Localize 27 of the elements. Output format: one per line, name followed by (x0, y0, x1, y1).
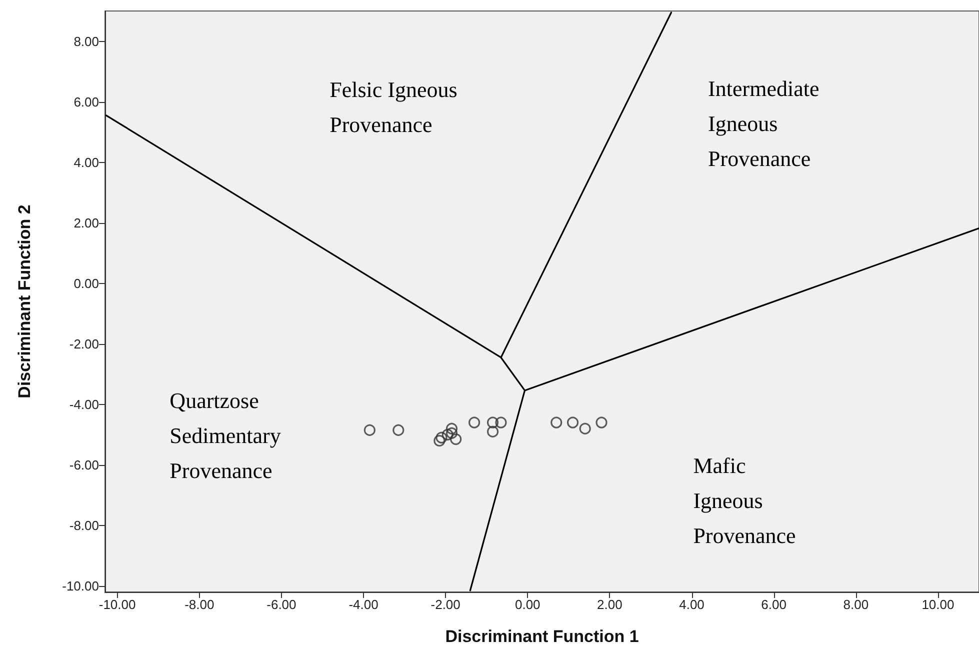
y-tick-label: 6.00 (74, 94, 99, 110)
annotation: Mafic Igneous Provenance (693, 452, 796, 548)
x-tick-label: -4.00 (348, 597, 378, 612)
x-tick-label: -6.00 (266, 597, 296, 612)
x-tick-label: -2.00 (430, 597, 460, 612)
x-tick-label: -8.00 (184, 597, 214, 612)
x-axis-title: Discriminant Function 1 (445, 627, 639, 646)
x-tick-label: 4.00 (679, 597, 704, 612)
annotation: Intermediate Igneous Provenance (708, 76, 825, 171)
x-tick-label: 8.00 (843, 597, 869, 612)
y-tick-label: -4.00 (69, 396, 99, 412)
y-tick-label: 2.00 (74, 215, 99, 230)
y-tick-label: -2.00 (69, 336, 99, 352)
annotation: Felsic Igneous Provenance (330, 77, 463, 138)
y-tick-label: 4.00 (74, 154, 99, 170)
y-tick-label: -10.00 (62, 578, 99, 594)
y-tick-label: -8.00 (69, 518, 99, 533)
y-tick-label: 8.00 (74, 34, 99, 49)
annotation: Quartzose Sedimentary Provenance (170, 388, 286, 483)
y-tick-label: 0.00 (74, 276, 99, 291)
x-tick-label: 6.00 (761, 597, 786, 612)
y-axis-title: Discriminant Function 2 (15, 204, 34, 398)
x-tick-label: 2.00 (597, 597, 622, 612)
y-tick-label: -6.00 (69, 457, 99, 472)
x-tick-label: -10.00 (98, 597, 136, 612)
x-tick-label: 0.00 (514, 597, 540, 612)
x-tick-label: 10.00 (922, 597, 954, 612)
